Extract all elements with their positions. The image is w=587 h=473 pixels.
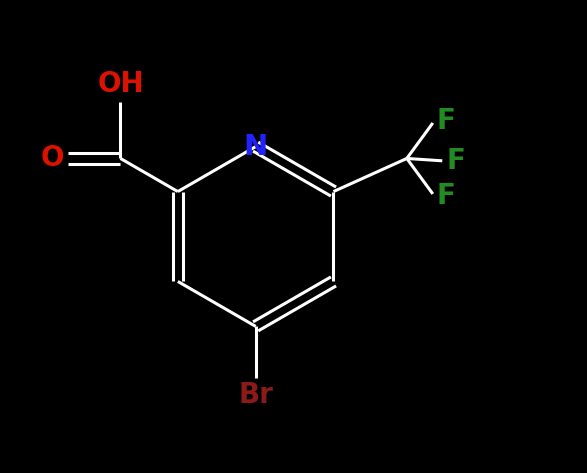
Text: OH: OH [97,70,144,98]
Text: Br: Br [238,381,273,409]
Text: N: N [244,132,268,161]
Text: O: O [41,144,64,173]
Text: F: F [437,106,456,135]
Text: F: F [437,182,456,210]
Text: F: F [446,147,465,175]
